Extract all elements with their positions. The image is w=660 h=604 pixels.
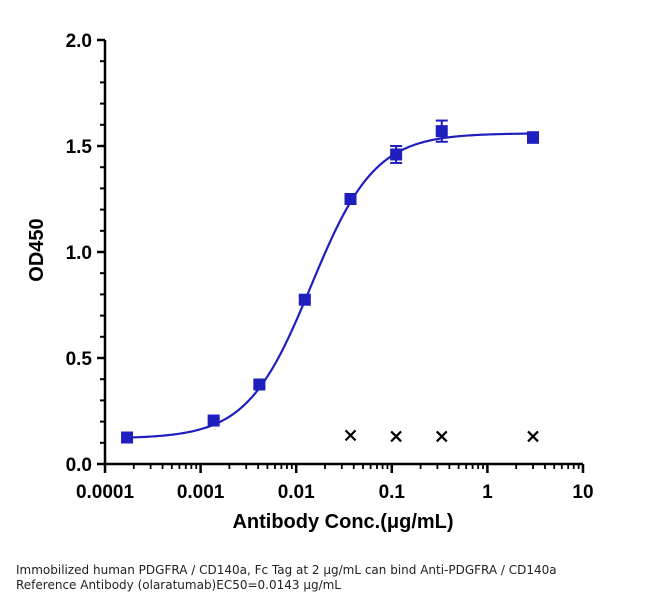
control-point — [391, 431, 401, 441]
caption-line-1: Immobilized human PDGFRA / CD140a, Fc Ta… — [16, 563, 557, 578]
x-axis-title: Antibody Conc.(μg/mL) — [232, 511, 453, 533]
control-point — [528, 431, 538, 441]
y-tick-label: 1.0 — [66, 243, 92, 264]
data-point — [436, 125, 448, 137]
fit-curve — [127, 134, 533, 438]
data-point — [253, 379, 265, 391]
y-tick-label: 0.5 — [66, 349, 93, 370]
x-tick-label: 0.01 — [278, 482, 315, 503]
ticks: 0.0 0.5 1.0 1.5 2.0 0.0001 0.001 0.01 0.1 1 10 — [66, 31, 594, 503]
data-point — [390, 148, 402, 160]
control-point — [437, 431, 447, 441]
data-point — [208, 415, 220, 427]
data-points-layer — [121, 121, 539, 444]
figure-caption: Immobilized human PDGFRA / CD140a, Fc Ta… — [16, 563, 557, 593]
y-axis-title: OD450 — [26, 218, 48, 281]
y-tick-label: 0.0 — [66, 455, 92, 476]
y-tick-label: 2.0 — [66, 31, 92, 52]
data-point — [527, 132, 539, 144]
x-tick-label: 0.001 — [177, 482, 225, 503]
fit-curve-layer — [127, 134, 533, 438]
caption-line-2: Reference Antibody (olaratumab)EC50=0.0… — [16, 578, 557, 593]
x-tick-label: 10 — [572, 482, 593, 503]
data-point — [299, 294, 311, 306]
x-tick-label: 0.1 — [379, 482, 406, 503]
x-tick-label: 1 — [482, 482, 493, 503]
x-tick-label: 0.0001 — [76, 482, 135, 503]
y-tick-label: 1.5 — [66, 137, 93, 158]
chart: 0.0 0.5 1.0 1.5 2.0 0.0001 0.001 0.01 0.1 1 10 OD4… — [0, 0, 660, 560]
axes — [105, 40, 583, 464]
control-point — [346, 430, 356, 440]
data-point — [121, 432, 133, 444]
data-point — [345, 193, 357, 205]
